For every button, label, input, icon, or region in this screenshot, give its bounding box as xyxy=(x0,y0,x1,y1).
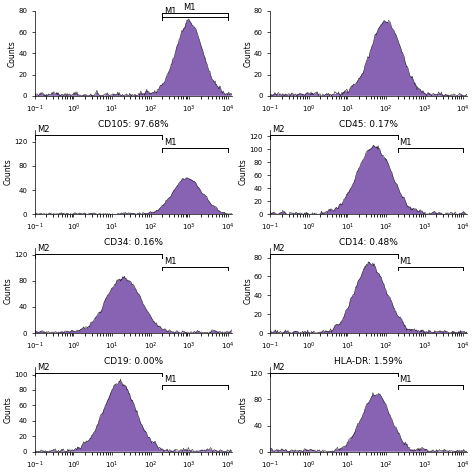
Text: M1: M1 xyxy=(400,257,412,266)
Text: M2: M2 xyxy=(37,363,49,372)
Text: M2: M2 xyxy=(272,126,284,135)
Text: M1: M1 xyxy=(164,375,177,384)
Title: CD105: 97.68%: CD105: 97.68% xyxy=(98,120,169,129)
Y-axis label: Counts: Counts xyxy=(8,40,17,67)
Text: M1: M1 xyxy=(183,3,196,12)
Title: CD34: 0.16%: CD34: 0.16% xyxy=(104,238,163,247)
Y-axis label: Counts: Counts xyxy=(3,159,12,185)
Y-axis label: Counts: Counts xyxy=(3,277,12,304)
Text: M2: M2 xyxy=(37,126,49,135)
Title: CD45: 0.17%: CD45: 0.17% xyxy=(339,120,398,129)
Text: M2: M2 xyxy=(37,244,49,253)
Title: CD19: 0.00%: CD19: 0.00% xyxy=(104,357,163,366)
Y-axis label: Counts: Counts xyxy=(239,159,248,185)
Y-axis label: Counts: Counts xyxy=(3,396,12,423)
Text: M1: M1 xyxy=(164,7,177,16)
Text: M1: M1 xyxy=(400,375,412,384)
Y-axis label: Counts: Counts xyxy=(243,277,252,304)
Title: HLA-DR: 1.59%: HLA-DR: 1.59% xyxy=(334,357,403,366)
Y-axis label: Counts: Counts xyxy=(243,40,252,67)
Text: M1: M1 xyxy=(164,138,177,147)
Text: M1: M1 xyxy=(164,257,177,266)
Text: M1: M1 xyxy=(400,138,412,147)
Y-axis label: Counts: Counts xyxy=(239,396,248,423)
Text: M2: M2 xyxy=(272,363,284,372)
Text: M2: M2 xyxy=(272,244,284,253)
Title: CD14: 0.48%: CD14: 0.48% xyxy=(339,238,398,247)
